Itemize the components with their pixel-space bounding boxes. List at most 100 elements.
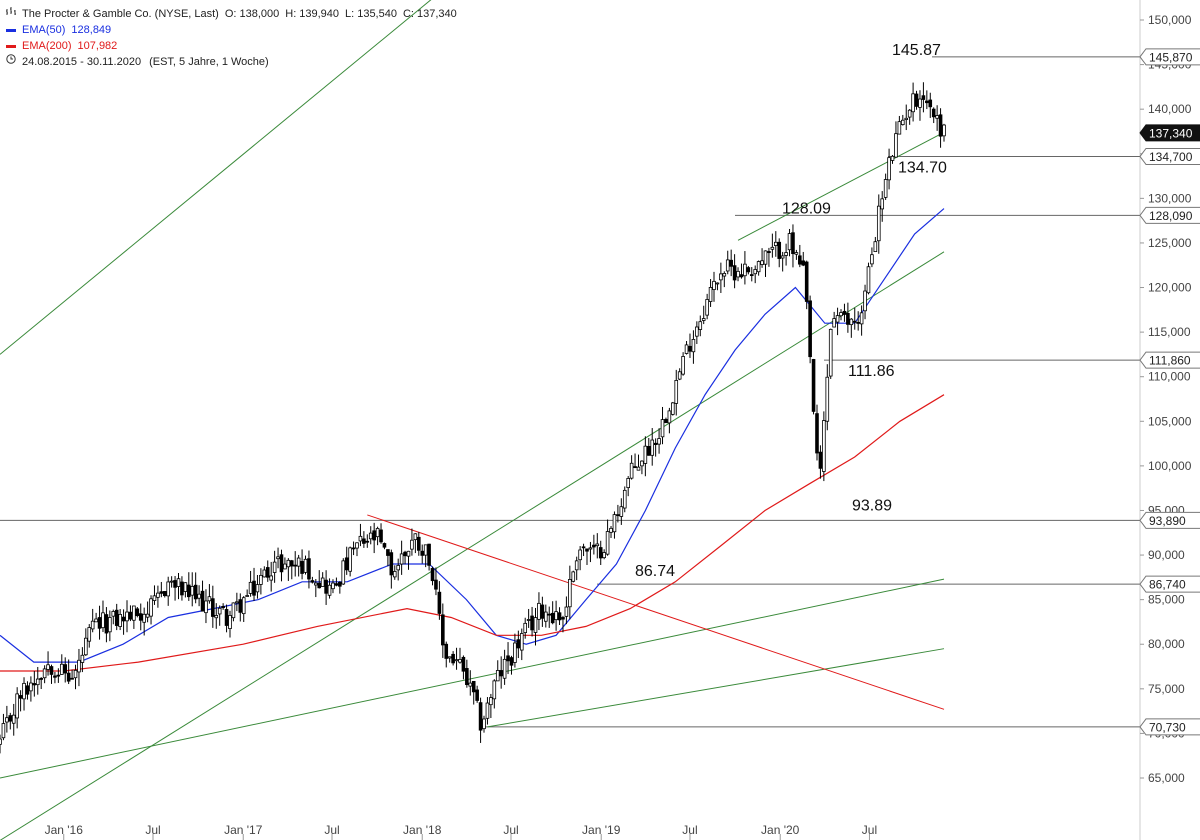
y-axis: 65,00070,00075,00080,00085,00090,00095,0… — [1140, 13, 1192, 785]
candle-body — [307, 558, 311, 580]
legend-close-value: 137,340 — [416, 8, 457, 20]
candle-body — [15, 693, 19, 719]
candle-body — [444, 643, 449, 659]
candle-body — [739, 274, 744, 278]
candle-body — [822, 420, 826, 472]
candle-body — [80, 654, 85, 663]
candle-body — [8, 715, 13, 722]
x-tick-label: Jul — [503, 823, 518, 837]
candle-body — [876, 205, 881, 242]
trend-lines — [0, 0, 945, 840]
candle-body — [530, 615, 534, 631]
candle-body — [547, 613, 552, 616]
candle-body — [451, 653, 455, 664]
y-tick-label: 85,000 — [1148, 593, 1185, 607]
candle-body — [887, 157, 891, 181]
candle-body — [897, 121, 902, 135]
candle-body — [815, 413, 819, 454]
candle-body — [921, 95, 926, 100]
candle-body — [482, 718, 486, 730]
level-label: 134.70 — [898, 159, 947, 176]
level-badge: 128,090 — [1139, 206, 1200, 224]
candle-body — [138, 613, 143, 621]
candle-body — [42, 668, 47, 679]
x-tick-label: Jul — [682, 823, 697, 837]
ema200-label: EMA(200) — [22, 40, 72, 52]
candle-body — [708, 287, 713, 302]
candle-body — [368, 532, 373, 540]
candle-body — [403, 551, 407, 557]
legend-high-value: 139,940 — [299, 8, 340, 20]
candle-body — [859, 312, 864, 325]
candle-body — [780, 255, 785, 259]
legend-title-row: The Procter & Gamble Co. (NYSE, Last) O:… — [6, 6, 457, 22]
candle-body — [190, 586, 195, 596]
candle-body — [911, 93, 915, 113]
candle-body — [465, 668, 469, 685]
candle-body — [612, 514, 617, 533]
level-label: 111.86 — [848, 363, 895, 380]
candle-body — [736, 270, 740, 278]
candle-body — [241, 597, 246, 615]
candle-body — [828, 328, 833, 377]
candle-body — [650, 439, 655, 456]
candle-body — [773, 241, 778, 246]
candle-body — [643, 445, 648, 464]
badge-shape — [1139, 206, 1200, 224]
y-tick-label: 130,000 — [1148, 191, 1192, 205]
candle-body — [338, 581, 342, 587]
legend-low-label: L: — [345, 8, 355, 20]
candle-body — [259, 574, 263, 585]
candle-body — [763, 250, 768, 265]
candle-body — [63, 664, 68, 674]
legend-ema200-row: EMA(200) 107,982 — [6, 38, 457, 54]
y-tick-label: 100,000 — [1148, 459, 1192, 473]
candle-body — [90, 620, 95, 630]
ema200-value: 107,982 — [77, 40, 118, 52]
badge-shape — [1139, 147, 1200, 165]
trend-line — [0, 0, 432, 355]
candle-body — [914, 93, 919, 107]
candle-body — [396, 565, 400, 571]
candle-body — [430, 568, 435, 582]
candle-body — [880, 198, 885, 210]
candle-body — [358, 535, 363, 542]
candle-body — [46, 664, 50, 670]
badge-text: 145,870 — [1149, 50, 1193, 64]
ema50-label: EMA(50) — [22, 24, 66, 36]
candle-body — [495, 670, 500, 682]
candle-body — [664, 418, 668, 424]
candle-body — [22, 682, 26, 700]
candle-body — [262, 569, 267, 578]
candle-body — [348, 547, 352, 572]
candle-body — [506, 655, 510, 662]
candle-body — [684, 344, 689, 354]
candle-body — [1, 723, 6, 739]
candle-body — [770, 246, 775, 250]
level-badge: 70,730 — [1139, 718, 1200, 736]
candle-body — [217, 607, 222, 615]
candle-body — [32, 683, 37, 686]
badge-text: 137,340 — [1149, 126, 1193, 140]
candle-body — [856, 322, 860, 324]
candle-body — [513, 642, 517, 663]
candle-body — [276, 556, 280, 560]
trend-line — [367, 514, 945, 710]
candle-body — [423, 544, 428, 556]
support-resistance-levels — [0, 56, 1140, 728]
candle-body — [235, 601, 239, 604]
candle-body — [928, 99, 933, 108]
candle-body — [609, 527, 613, 533]
x-axis: Jan '16 Jul Jan '17 Jul Jan '18 Jul Jan '19 Jul… — [45, 823, 877, 840]
candle-body — [320, 577, 325, 587]
candle-body — [156, 592, 160, 598]
candle-body — [70, 677, 74, 680]
x-tick-label: Jan '18 — [403, 823, 442, 837]
badge-text: 70,730 — [1149, 720, 1186, 734]
candle-body — [59, 663, 64, 675]
level-annotations: 145.87 134.70 128.09 111.86 93.89 86.74 — [635, 42, 947, 580]
x-tick-label: Jul — [862, 823, 877, 837]
candle-body — [901, 119, 905, 126]
candle-body — [931, 108, 936, 118]
